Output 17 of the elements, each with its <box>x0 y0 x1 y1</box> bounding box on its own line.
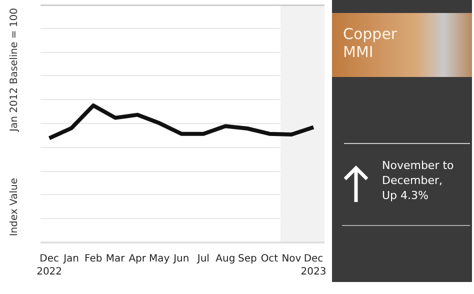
x-tick-label: Apr <box>128 254 147 264</box>
y-axis-title: Index Value <box>8 178 21 236</box>
x-tick-label: Jul <box>196 254 210 264</box>
x-tick-label: Jun <box>172 254 190 264</box>
x-tick-label: Dec 2023 <box>300 254 326 278</box>
x-tick-label: Nov <box>282 254 302 264</box>
x-tick-label: Dec 2022 <box>36 254 62 278</box>
x-tick-label: Oct <box>260 254 278 264</box>
text: November to December, Up 4.3% <box>382 158 454 203</box>
x-tick-label: Jan <box>62 254 80 264</box>
x-tick-label: May <box>149 254 170 264</box>
text: Jan 2012 Baseline = 100 <box>8 8 21 132</box>
x-tick-label: Feb <box>84 254 102 264</box>
x-tick-label: Sep <box>238 254 257 264</box>
x-tick-label: Mar <box>106 254 126 264</box>
text: Copper MMI <box>343 25 398 61</box>
x-tick-label: Aug <box>216 254 236 264</box>
